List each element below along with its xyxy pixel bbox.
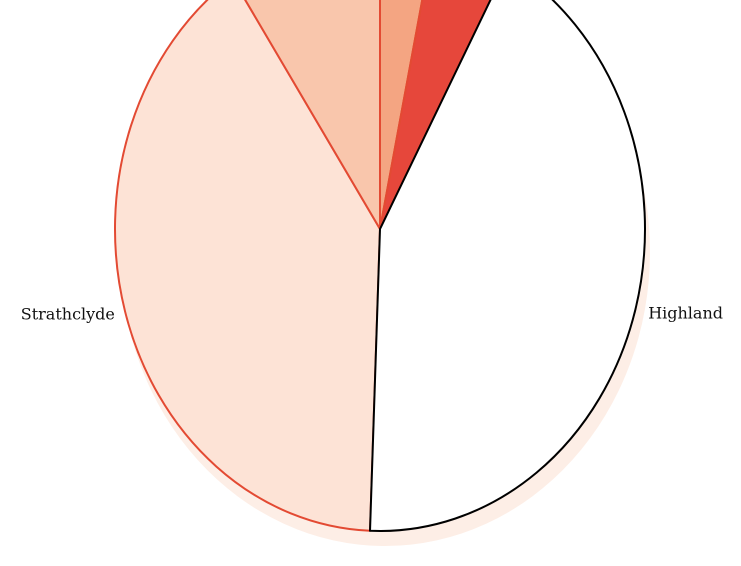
pie-slices xyxy=(114,0,646,532)
pie-label-highland: Highland xyxy=(648,304,723,323)
pie-label-strathclyde: Strathclyde xyxy=(21,305,115,324)
pie-labels: OrkneyShetlandHighlandStrathclydeWestern… xyxy=(21,304,723,324)
pie-slice-western-isles xyxy=(244,0,381,230)
pie-slice-strathclyde xyxy=(114,0,381,532)
pie-slice-orkney xyxy=(379,0,424,230)
pie-slice-highland xyxy=(369,0,646,532)
